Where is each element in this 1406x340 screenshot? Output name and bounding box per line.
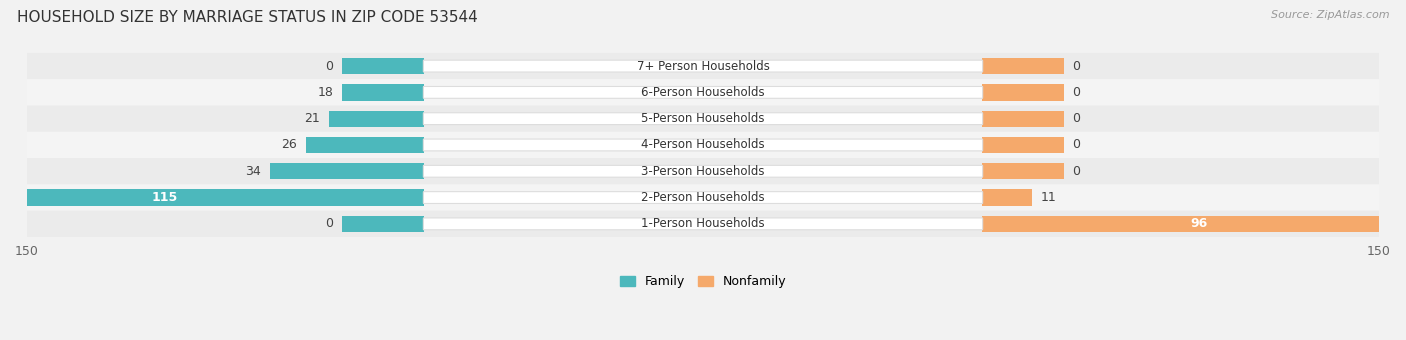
Text: 5-Person Households: 5-Person Households — [641, 112, 765, 125]
FancyBboxPatch shape — [423, 113, 983, 124]
Text: 0: 0 — [325, 217, 333, 231]
Text: Source: ZipAtlas.com: Source: ZipAtlas.com — [1271, 10, 1389, 20]
Text: 21: 21 — [304, 112, 321, 125]
Bar — [343, 216, 423, 232]
Text: HOUSEHOLD SIZE BY MARRIAGE STATUS IN ZIP CODE 53544: HOUSEHOLD SIZE BY MARRIAGE STATUS IN ZIP… — [17, 10, 478, 25]
FancyBboxPatch shape — [423, 165, 983, 177]
Bar — [983, 137, 1063, 153]
Text: 96: 96 — [1189, 217, 1208, 231]
FancyBboxPatch shape — [423, 192, 983, 203]
Text: 6-Person Households: 6-Person Households — [641, 86, 765, 99]
Text: 3-Person Households: 3-Person Households — [641, 165, 765, 178]
Bar — [343, 58, 423, 74]
Text: 18: 18 — [318, 86, 333, 99]
Bar — [983, 163, 1063, 180]
Legend: Family, Nonfamily: Family, Nonfamily — [620, 275, 786, 288]
FancyBboxPatch shape — [18, 132, 1388, 158]
FancyBboxPatch shape — [18, 158, 1388, 184]
Bar — [270, 163, 423, 180]
Text: 115: 115 — [152, 191, 177, 204]
Bar — [0, 189, 423, 206]
Text: 1-Person Households: 1-Person Households — [641, 217, 765, 231]
Bar — [983, 84, 1063, 101]
Bar — [307, 137, 423, 153]
FancyBboxPatch shape — [18, 211, 1388, 237]
FancyBboxPatch shape — [423, 86, 983, 98]
Text: 34: 34 — [246, 165, 262, 178]
FancyBboxPatch shape — [18, 79, 1388, 105]
FancyBboxPatch shape — [423, 218, 983, 230]
Text: 26: 26 — [281, 138, 297, 152]
Bar — [329, 110, 423, 127]
FancyBboxPatch shape — [18, 105, 1388, 132]
Bar — [343, 84, 423, 101]
Text: 0: 0 — [1073, 112, 1081, 125]
Text: 0: 0 — [325, 59, 333, 73]
Text: 7+ Person Households: 7+ Person Households — [637, 59, 769, 73]
FancyBboxPatch shape — [18, 184, 1388, 211]
Text: 2-Person Households: 2-Person Households — [641, 191, 765, 204]
Text: 0: 0 — [1073, 86, 1081, 99]
Bar — [983, 58, 1063, 74]
Bar — [983, 189, 1032, 206]
Text: 0: 0 — [1073, 59, 1081, 73]
Text: 0: 0 — [1073, 138, 1081, 152]
FancyBboxPatch shape — [18, 53, 1388, 79]
Text: 11: 11 — [1040, 191, 1057, 204]
FancyBboxPatch shape — [423, 60, 983, 72]
Bar — [983, 216, 1406, 232]
Bar — [983, 110, 1063, 127]
Text: 4-Person Households: 4-Person Households — [641, 138, 765, 152]
Text: 0: 0 — [1073, 165, 1081, 178]
FancyBboxPatch shape — [423, 139, 983, 151]
